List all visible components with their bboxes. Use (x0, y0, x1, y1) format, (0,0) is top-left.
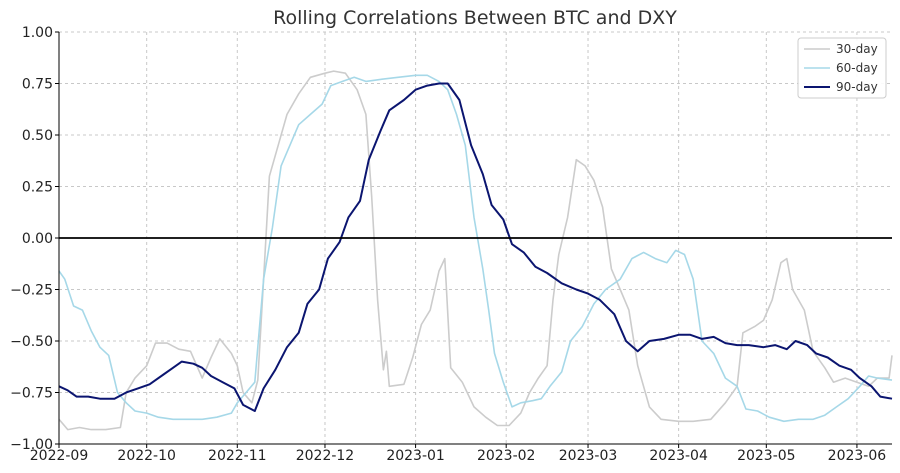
tick-labels-layer: −1.00 −0.75 −0.50 −0.25 0.00 0.25 0.50 0.75 1.00… (10, 25, 886, 464)
y-tick-label: 0.25 (22, 180, 53, 196)
x-tick-label: 2023-06 (828, 448, 887, 464)
x-tick-label: 2023-05 (737, 448, 796, 464)
axes-layer (55, 31, 892, 448)
x-tick-label: 2023-03 (559, 448, 618, 464)
y-tick-label: 0.00 (22, 231, 53, 247)
x-tick-label: 2022-11 (208, 448, 267, 464)
x-tick-label: 2023-01 (386, 448, 445, 464)
x-tick-label: 2023-02 (477, 448, 536, 464)
y-tick-label: 0.75 (22, 77, 53, 93)
y-tick-label: 0.50 (22, 128, 53, 144)
x-tick-label: 2022-09 (30, 448, 89, 464)
y-tick-label: −0.25 (10, 283, 53, 299)
y-tick-label: −0.50 (10, 334, 53, 350)
legend-box (797, 37, 887, 99)
series-line-60-day (58, 74, 893, 423)
x-tick-label: 2023-04 (649, 448, 708, 464)
y-tick-label: 1.00 (22, 25, 53, 41)
series-layer (58, 70, 893, 431)
legend-label: 60-day (836, 61, 878, 75)
series-line-30-day (58, 70, 893, 431)
series-line-90-day (58, 82, 893, 412)
legend-label: 90-day (836, 80, 878, 94)
x-tick-label: 2022-12 (296, 448, 355, 464)
legend: 30-day 60-day 90-day (797, 37, 887, 99)
y-tick-label: −1.00 (10, 437, 53, 453)
y-tick-label: −0.75 (10, 386, 53, 402)
chart-title: Rolling Correlations Between BTC and DXY (273, 7, 677, 29)
legend-label: 30-day (836, 42, 878, 56)
x-tick-label: 2022-10 (117, 448, 176, 464)
